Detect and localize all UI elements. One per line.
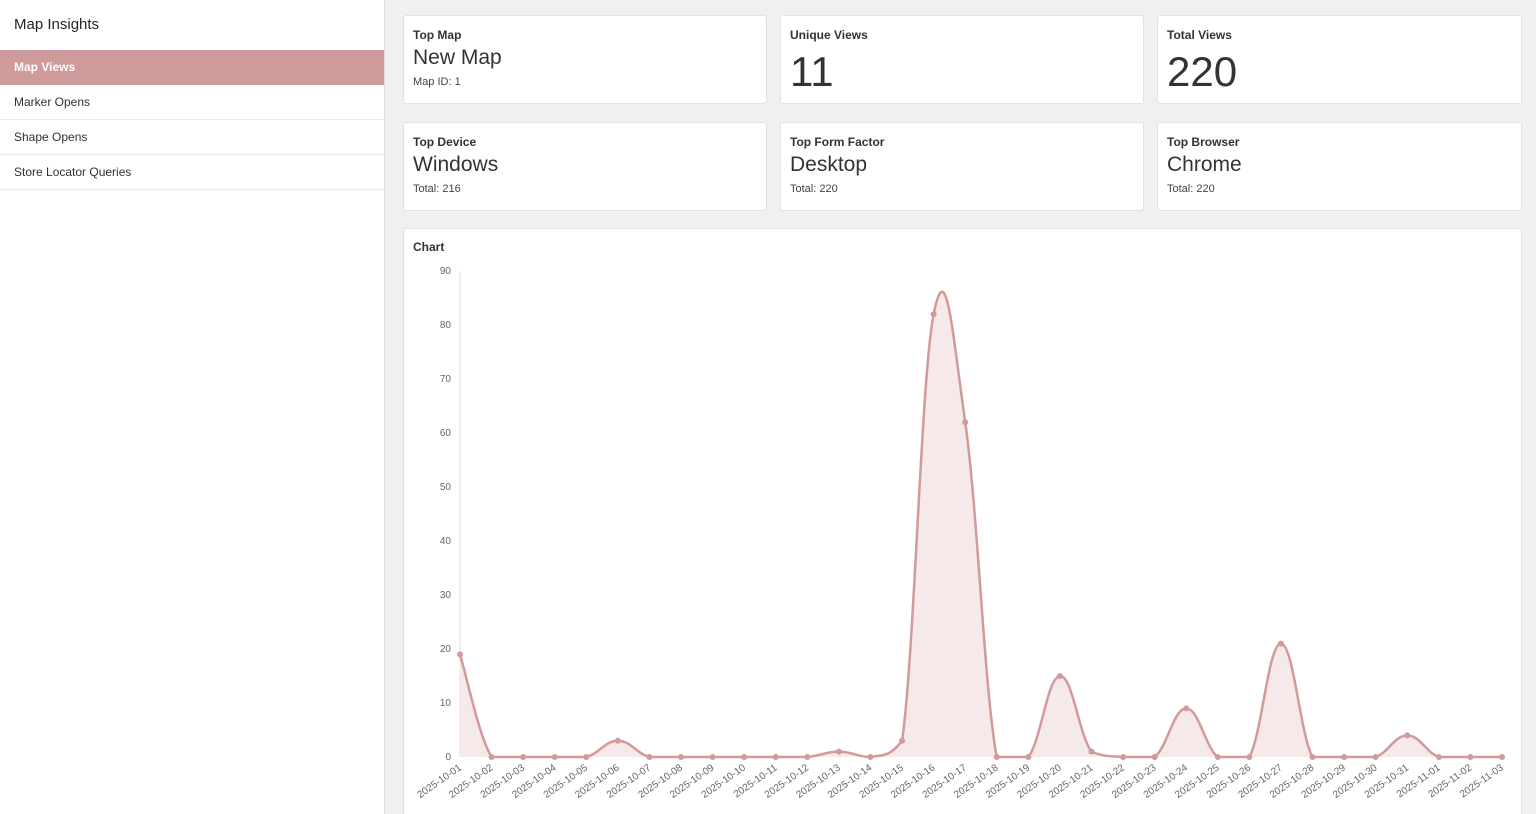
data-point (709, 754, 716, 760)
card-label: Total Views (1167, 28, 1232, 42)
y-tick-label: 40 (440, 536, 452, 547)
data-point (488, 754, 495, 760)
card-sub: Map ID: 1 (413, 76, 461, 88)
data-point (1467, 754, 1474, 760)
chart-card: Chart 0 10 20 30 40 50 60 70 80 90 2025-10-01 2025-… (403, 228, 1522, 814)
sidebar-nav: Map Views Marker Opens Shape Opens Store… (0, 50, 384, 190)
data-point (899, 737, 906, 744)
sidebar-title: Map Insights (14, 16, 100, 33)
data-point (1088, 748, 1095, 755)
card-value: New Map (413, 46, 502, 69)
card-value: Desktop (790, 153, 868, 176)
data-point (835, 748, 842, 755)
data-point (1309, 754, 1316, 760)
data-point (520, 754, 527, 760)
data-point (1056, 673, 1063, 679)
data-point (551, 754, 558, 760)
top-map-card: Top Map New Map Map ID: 1 (403, 15, 767, 104)
data-point (867, 754, 874, 760)
card-value: 11 (790, 48, 834, 95)
data-point (1151, 754, 1158, 760)
card-sub: Total: 220 (790, 183, 838, 195)
card-label: Top Map (413, 28, 462, 42)
data-point (1404, 732, 1411, 739)
card-sub: Total: 220 (1167, 183, 1215, 195)
y-tick-label: 80 (440, 320, 452, 331)
card-sub: Total: 216 (413, 183, 461, 195)
card-label: Top Device (413, 135, 477, 149)
unique-views-card: Unique Views 11 (780, 15, 1144, 104)
data-point (1025, 754, 1032, 760)
data-point (614, 737, 621, 744)
sidebar-item-store-locator-queries[interactable]: Store Locator Queries (0, 155, 384, 190)
y-tick-label: 0 (445, 752, 451, 763)
data-point (1277, 640, 1284, 647)
y-tick-label: 50 (440, 482, 452, 493)
sidebar-item-marker-opens[interactable]: Marker Opens (0, 85, 384, 120)
y-tick-label: 10 (440, 698, 452, 709)
card-value: Windows (413, 153, 499, 176)
data-point (804, 754, 811, 760)
y-tick-label: 60 (440, 428, 452, 439)
data-point (646, 754, 653, 760)
card-label: Top Form Factor (790, 135, 885, 149)
card-label: Unique Views (790, 28, 868, 42)
data-point (1183, 705, 1190, 712)
card-value: 220 (1167, 48, 1238, 95)
card-value: Chrome (1167, 153, 1242, 176)
data-point (457, 651, 463, 658)
data-point (741, 754, 748, 760)
views-line-chart: 01020304050607080902025-10-012025-10-022… (416, 266, 1507, 801)
y-tick-label: 70 (440, 374, 452, 385)
y-tick-label: 20 (440, 644, 452, 655)
data-point (1499, 754, 1505, 760)
data-point (583, 754, 590, 760)
data-point (1435, 754, 1442, 760)
data-point (993, 754, 1000, 760)
card-label: Top Browser (1167, 135, 1240, 149)
data-point (930, 311, 937, 318)
data-point (1214, 754, 1221, 760)
y-tick-label: 30 (440, 590, 452, 601)
total-views-card: Total Views 220 (1157, 15, 1522, 104)
series-area (460, 291, 1502, 757)
data-point (1372, 754, 1379, 760)
top-device-card: Top Device Windows Total: 216 (403, 122, 767, 211)
data-point (1246, 754, 1253, 760)
data-point (1341, 754, 1348, 760)
y-tick-label: 90 (440, 266, 452, 277)
sidebar: Map Insights Map Views Marker Opens Shap… (0, 0, 385, 814)
top-browser-card: Top Browser Chrome Total: 220 (1157, 122, 1522, 211)
data-point (772, 754, 779, 760)
data-point (1120, 754, 1127, 760)
sidebar-item-map-views[interactable]: Map Views (0, 50, 384, 85)
top-form-factor-card: Top Form Factor Desktop Total: 220 (780, 122, 1144, 211)
data-point (678, 754, 685, 760)
sidebar-item-shape-opens[interactable]: Shape Opens (0, 120, 384, 155)
chart-title: Chart (413, 240, 445, 254)
data-point (962, 419, 969, 426)
